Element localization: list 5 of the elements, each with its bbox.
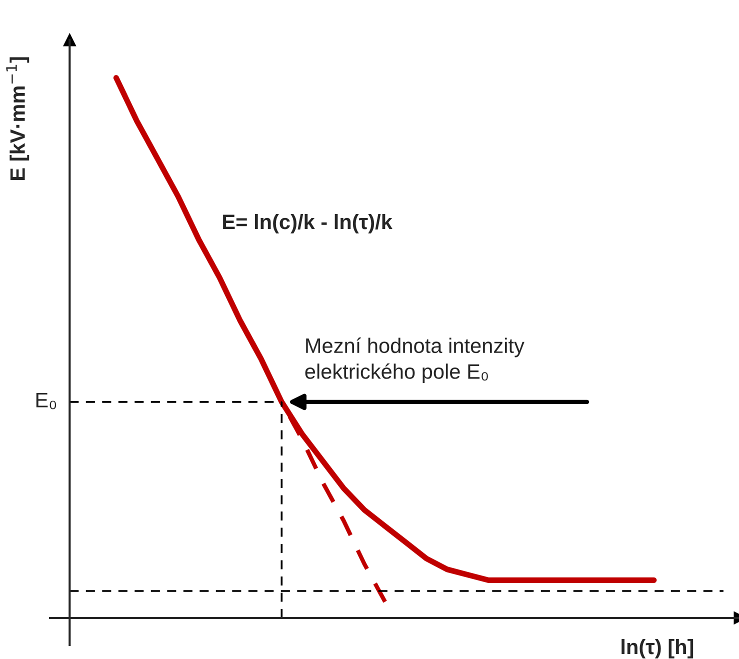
annotation: Mezní hodnota intenzity elektrického pole E₀ [305, 338, 524, 384]
ref-line-label: E₀ [36, 392, 56, 410]
y-axis-title: E [kV·mm$^{−1}$] [6, 57, 30, 180]
x-axis-title: ln(τ) [h] [622, 638, 694, 658]
annotation: E= ln(c)/k - ln(τ)/k [223, 214, 392, 234]
